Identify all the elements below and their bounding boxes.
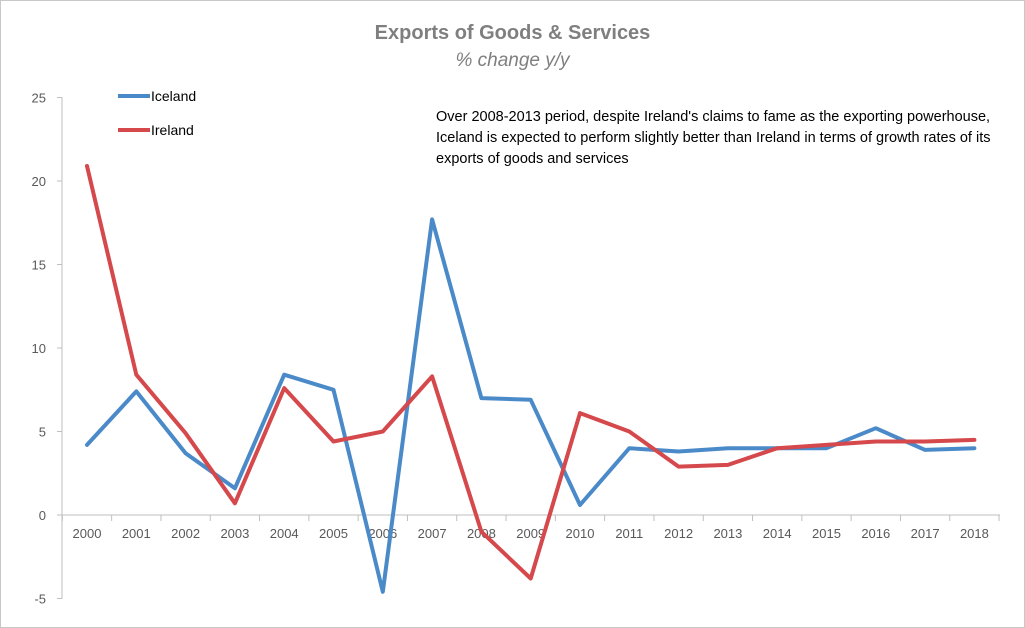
x-tick-label: 2003	[220, 526, 249, 541]
x-tick-label: 2004	[270, 526, 299, 541]
x-tick-label: 2016	[861, 526, 890, 541]
x-tick-label: 2018	[960, 526, 989, 541]
x-tick-label: 2014	[763, 526, 792, 541]
y-tick-label: -5	[34, 592, 46, 607]
y-tick-label: 20	[32, 174, 46, 189]
chart-annotation: Over 2008-2013 period, despite Ireland's…	[436, 109, 991, 167]
x-tick-label: 2002	[171, 526, 200, 541]
chart-title: Exports of Goods & Services	[374, 22, 651, 44]
x-tick-label: 2015	[812, 526, 841, 541]
x-tick-label: 2001	[122, 526, 151, 541]
y-tick-label: 15	[32, 258, 46, 273]
chart-subtitle: % change y/y	[455, 50, 570, 71]
series-line-iceland	[85, 217, 977, 594]
x-tick-label: 2010	[566, 526, 595, 541]
series-layer	[85, 164, 977, 594]
y-tick-label: 5	[39, 425, 46, 440]
x-tick-label: 2000	[73, 526, 102, 541]
y-tick-label: 0	[39, 508, 46, 523]
x-tick-label: 2007	[418, 526, 447, 541]
x-tick-label: 2017	[911, 526, 940, 541]
series-line-ireland	[85, 164, 977, 581]
legend-label-iceland: Iceland	[151, 88, 196, 104]
x-tick-label: 2005	[319, 526, 348, 541]
x-tick-label: 2009	[516, 526, 545, 541]
y-tick-label: 25	[32, 91, 46, 106]
legend-label-ireland: Ireland	[151, 122, 194, 138]
x-tick-label: 2011	[615, 526, 643, 541]
x-tick-label: 2013	[713, 526, 742, 541]
y-tick-label: 10	[32, 341, 46, 356]
legend: Iceland Ireland	[118, 88, 196, 138]
x-tick-label: 2012	[664, 526, 693, 541]
